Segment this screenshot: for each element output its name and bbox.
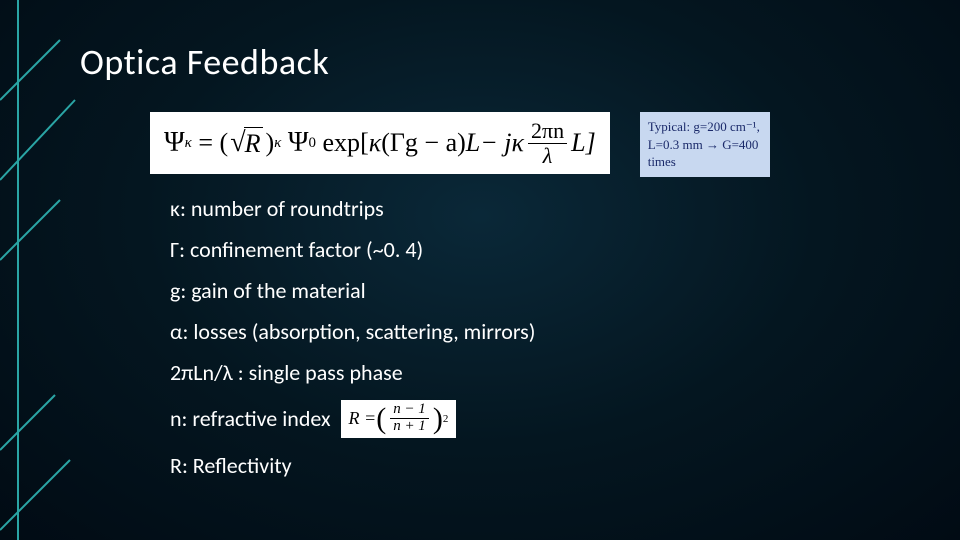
- def-phase: 2πLn/λ : single pass phase: [170, 359, 930, 386]
- def-n: n: refractive index R = ( n − 1 n + 1 )2: [170, 400, 930, 438]
- typ-line: times: [648, 153, 762, 171]
- typ-line: L=0.3 mm → G=400: [648, 136, 762, 154]
- equation-row: Ψκ = ( √R )κ Ψ0 exp [ κ (Γg − a) L − j κ…: [150, 112, 930, 177]
- fraction: 2πn λ: [528, 119, 567, 166]
- def-alpha: α: losses (absorption, scattering, mirro…: [170, 318, 930, 345]
- definitions-list: κ: number of roundtrips Γ: confinement f…: [170, 195, 930, 479]
- def-kappa: κ: number of roundtrips: [170, 195, 930, 222]
- slide-title: Optica Feedback: [80, 40, 930, 84]
- sqrt: √R: [230, 127, 263, 159]
- def-gamma: Γ: confinement factor (~0. 4): [170, 236, 930, 263]
- main-equation: Ψκ = ( √R )κ Ψ0 exp [ κ (Γg − a) L − j κ…: [150, 112, 610, 174]
- slide-content: Optica Feedback Ψκ = ( √R )κ Ψ0 exp [ κ …: [80, 40, 930, 493]
- typ-line: Typical: g=200 cm⁻¹,: [648, 118, 762, 136]
- typical-values-box: Typical: g=200 cm⁻¹, L=0.3 mm → G=400 ti…: [640, 112, 770, 177]
- reflectivity-equation: R = ( n − 1 n + 1 )2: [341, 400, 457, 438]
- def-R: R: Reflectivity: [170, 452, 930, 479]
- def-g: g: gain of the material: [170, 277, 930, 304]
